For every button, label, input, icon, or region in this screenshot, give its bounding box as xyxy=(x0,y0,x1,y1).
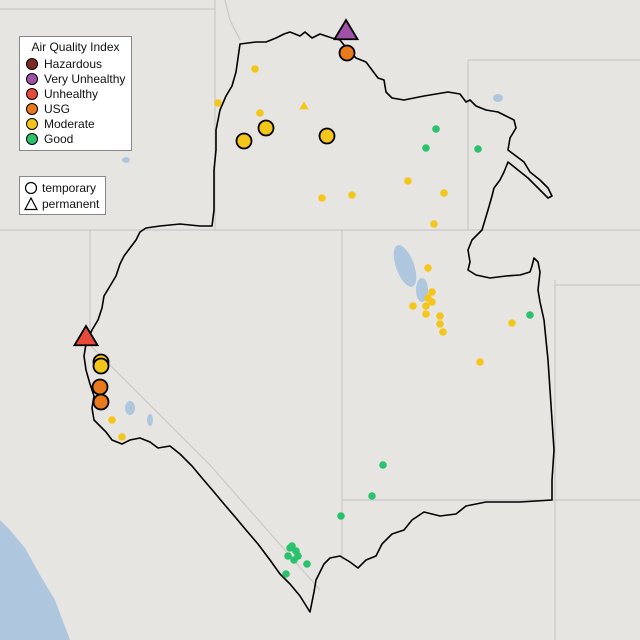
monitor-temporary-good xyxy=(474,145,482,153)
legend-label-good: Good xyxy=(44,132,74,146)
monitor-temporary-moderate xyxy=(257,119,275,137)
legend-label-usg: USG xyxy=(44,102,71,116)
monitor-temporary-good xyxy=(422,144,430,152)
legend-swatch-usg xyxy=(26,103,38,115)
monitor-temporary-moderate xyxy=(318,127,336,145)
monitor-temporary-moderate xyxy=(439,328,447,336)
monitor-temporary-good xyxy=(432,125,440,133)
monitor-temporary-good xyxy=(526,311,534,319)
legend-swatch-moderate xyxy=(26,118,38,130)
legend-item-hazardous: Hazardous xyxy=(26,57,102,71)
legend-item-usg: USG xyxy=(26,102,70,116)
legend-swatch-very-unhealthy xyxy=(26,73,38,85)
monitor-temporary-good xyxy=(284,552,292,560)
legend-item-very-unhealthy: Very Unhealthy xyxy=(26,72,125,86)
legend-swatch-hazardous xyxy=(26,58,38,70)
monitor-temporary-moderate xyxy=(235,132,253,150)
monitor-temporary-moderate xyxy=(508,319,516,327)
legend-label-unhealthy: Unhealthy xyxy=(44,87,99,101)
monitor-temporary-moderate xyxy=(118,433,126,441)
monitor-temporary-good xyxy=(379,461,387,469)
monitor-temporary-good xyxy=(368,492,376,500)
triangle-icon xyxy=(24,197,38,211)
legend-item-unhealthy: Unhealthy xyxy=(26,87,98,101)
aqi-legend-title: Air Quality Index xyxy=(31,40,120,54)
monitor-temporary-moderate xyxy=(92,357,110,375)
monitor-markers xyxy=(72,18,534,578)
monitor-temporary-moderate xyxy=(318,194,326,202)
legend-item-good: Good xyxy=(26,132,73,146)
monitor-temporary-moderate xyxy=(404,177,412,185)
legend-swatch-unhealthy xyxy=(26,88,38,100)
monitor-temporary-moderate xyxy=(430,220,438,228)
monitor-temporary-moderate xyxy=(440,189,448,197)
monitor-temporary-usg xyxy=(91,378,109,396)
lakes xyxy=(122,94,503,426)
monitor-temporary-good xyxy=(294,552,302,560)
monitor-temporary-moderate xyxy=(108,416,116,424)
monitor-temporary-moderate xyxy=(428,298,436,306)
monitor-temporary-usg xyxy=(338,44,356,62)
monitor-temporary-good xyxy=(282,570,290,578)
legend-item-moderate: Moderate xyxy=(26,117,95,131)
legend-label-moderate: Moderate xyxy=(44,117,95,131)
monitor-permanent-moderate xyxy=(299,101,309,110)
legend-label-permanent: permanent xyxy=(42,197,100,211)
monitor-temporary-moderate xyxy=(409,302,417,310)
ocean xyxy=(0,520,70,640)
monitor-type-legend: temporary permanent xyxy=(19,176,106,215)
monitor-temporary-moderate xyxy=(422,302,430,310)
monitor-temporary-usg xyxy=(92,393,110,411)
legend-item-permanent: permanent xyxy=(24,196,99,212)
monitor-temporary-moderate xyxy=(436,312,444,320)
monitor-temporary-good xyxy=(337,512,345,520)
monitor-temporary-good xyxy=(288,542,296,550)
monitor-temporary-moderate xyxy=(424,264,432,272)
monitor-temporary-moderate xyxy=(422,310,430,318)
monitor-temporary-moderate xyxy=(214,99,222,107)
circle-icon xyxy=(24,181,38,195)
legend-swatch-good xyxy=(26,133,38,145)
legend-label-hazardous: Hazardous xyxy=(44,57,103,71)
monitor-temporary-moderate xyxy=(428,288,436,296)
monitor-permanent-unhealthy xyxy=(72,324,100,347)
monitor-permanent-very-unhealthy xyxy=(332,18,360,41)
legend-label-temporary: temporary xyxy=(42,181,97,195)
legend-label-very-unhealthy: Very Unhealthy xyxy=(44,72,126,86)
monitor-temporary-moderate xyxy=(348,191,356,199)
region-boundary xyxy=(83,31,555,613)
aqi-legend: Air Quality Index Hazardous Very Unhealt… xyxy=(19,36,132,151)
legend-item-temporary: temporary xyxy=(24,180,96,196)
monitor-temporary-moderate xyxy=(436,320,444,328)
monitor-temporary-moderate xyxy=(256,109,264,117)
monitor-temporary-moderate xyxy=(251,65,259,73)
monitor-temporary-good xyxy=(303,560,311,568)
monitor-temporary-moderate xyxy=(476,358,484,366)
